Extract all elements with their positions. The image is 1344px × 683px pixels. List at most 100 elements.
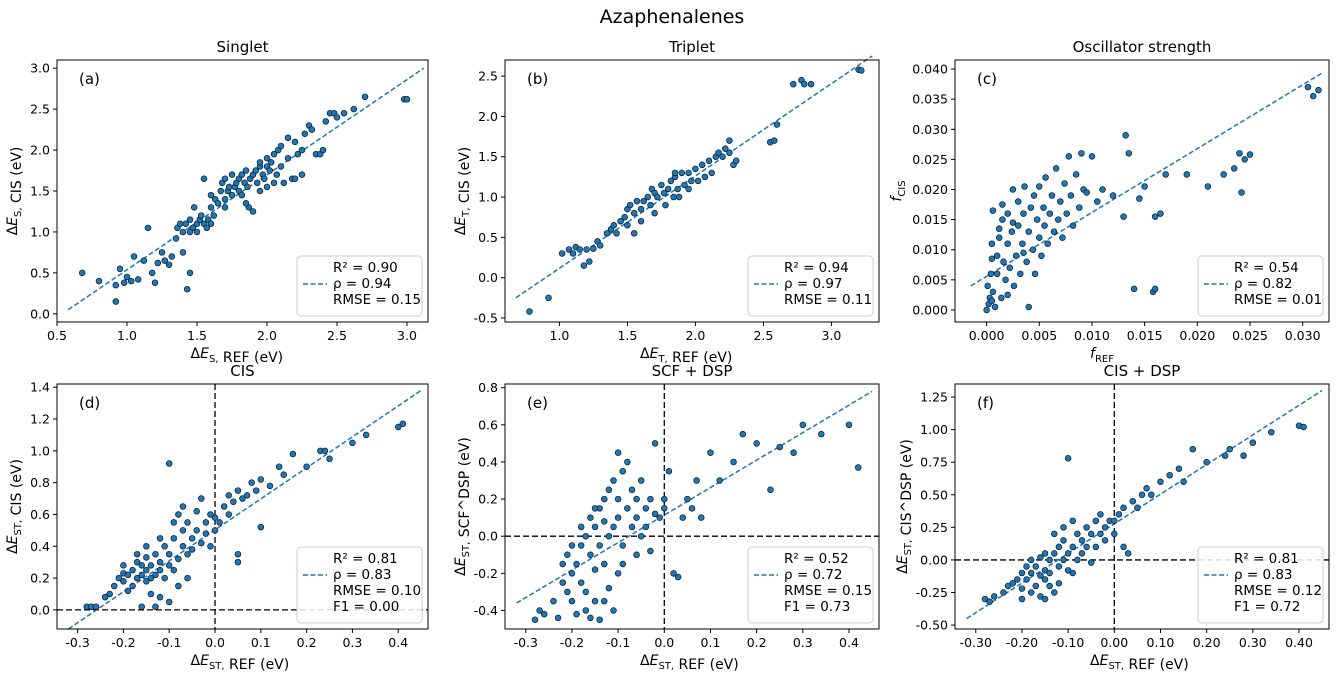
- data-point: [1120, 504, 1127, 512]
- data-point: [1046, 556, 1053, 564]
- data-point: [1136, 195, 1143, 202]
- data-point: [989, 207, 997, 214]
- data-point: [230, 498, 237, 505]
- legend-text: F1 = 0.00: [333, 599, 399, 615]
- data-point: [1166, 471, 1173, 479]
- data-point: [1032, 582, 1040, 590]
- data-point: [1097, 511, 1104, 518]
- data-point: [228, 191, 236, 199]
- data-point: [270, 150, 278, 158]
- x-tick-label: -0.1: [606, 635, 630, 650]
- data-point: [858, 67, 865, 74]
- data-point: [198, 539, 205, 547]
- data-point: [1101, 537, 1109, 544]
- data-point: [637, 205, 645, 213]
- data-point: [123, 273, 131, 281]
- data-point: [621, 213, 628, 221]
- data-point: [633, 197, 641, 205]
- y-tick-label: 2.5: [30, 102, 50, 117]
- data-point: [161, 543, 168, 550]
- data-point: [175, 511, 182, 518]
- data-point: [1041, 595, 1049, 603]
- data-point: [263, 183, 271, 191]
- data-point: [138, 562, 145, 569]
- x-tick-label: 0.010: [1074, 328, 1110, 343]
- legend-text: R² = 0.90: [333, 260, 398, 276]
- data-point: [619, 467, 626, 475]
- y-tick-label: 0.025: [912, 152, 948, 167]
- data-point: [1134, 504, 1141, 512]
- x-tick-label: 0.3: [342, 635, 362, 650]
- data-point: [1180, 478, 1187, 485]
- data-point: [1124, 550, 1132, 557]
- data-point: [220, 503, 228, 510]
- data-point: [140, 257, 148, 264]
- data-point: [1122, 132, 1129, 139]
- x-tick-label: -0.30: [960, 635, 992, 650]
- data-point: [591, 523, 599, 531]
- y-tick-label: 0.000: [912, 302, 948, 317]
- data-point: [112, 281, 120, 289]
- data-point: [1074, 556, 1081, 564]
- y-tick-label: 1.00: [920, 422, 948, 437]
- data-point: [679, 514, 687, 521]
- data-point: [642, 505, 650, 512]
- data-point: [256, 187, 264, 195]
- data-point: [161, 574, 168, 582]
- data-point: [619, 560, 626, 568]
- data-point: [1031, 270, 1039, 278]
- x-tick-label: 1.5: [187, 328, 207, 343]
- data-point: [596, 542, 603, 549]
- data-point: [151, 279, 159, 286]
- panel-label: (d): [79, 394, 100, 412]
- data-point: [624, 458, 631, 466]
- legend-box: [296, 546, 423, 624]
- data-point: [628, 523, 636, 531]
- chart-a: Singlet 0.5 1.0 1.5 2.0 2.5 3.0 0.0 0.5 1.0 1.5 2.0…: [5, 38, 429, 366]
- data-point: [277, 142, 285, 150]
- chart-title: Oscillator strength: [1073, 38, 1212, 56]
- y-tick-label: 1.5: [478, 149, 498, 164]
- data-point: [637, 532, 645, 540]
- data-point: [647, 495, 654, 503]
- data-point: [1078, 537, 1086, 544]
- data-point: [637, 477, 645, 484]
- legend-text: ρ = 0.83: [333, 567, 392, 583]
- legend-text: RMSE = 0.15: [333, 292, 421, 308]
- y-tick-label: 2.0: [478, 109, 498, 124]
- data-point: [124, 571, 132, 579]
- y-tick-label: 0.2: [30, 571, 50, 586]
- y-tick-label: -0.4: [474, 603, 498, 618]
- data-point: [681, 181, 688, 189]
- data-point: [111, 582, 118, 590]
- data-point: [633, 551, 640, 559]
- data-point: [601, 518, 608, 525]
- data-point: [647, 547, 654, 555]
- y-tick-label: -0.50: [916, 618, 948, 633]
- x-tick-label: -0.1: [157, 635, 181, 650]
- data-point: [301, 130, 309, 137]
- y-tick-label: 3.0: [30, 61, 50, 76]
- data-point: [244, 183, 251, 191]
- x-tick-label: 2.0: [685, 328, 705, 343]
- data-point: [243, 492, 251, 499]
- data-point: [1129, 498, 1137, 505]
- data-point: [587, 614, 594, 622]
- chart-title: SCF + DSP: [652, 362, 733, 380]
- data-point: [1087, 559, 1095, 566]
- y-tick-label: 1.25: [920, 390, 948, 405]
- data-point: [1220, 171, 1227, 178]
- data-point: [225, 492, 233, 499]
- data-point: [188, 546, 196, 553]
- x-axis-label: ΔES, REF (eV): [191, 346, 284, 366]
- legend-text: RMSE = 0.10: [333, 583, 421, 599]
- data-point: [1189, 445, 1197, 453]
- data-point: [1109, 192, 1117, 199]
- data-point: [225, 511, 233, 518]
- x-tick-label: 0.030: [1285, 328, 1321, 343]
- data-point: [790, 449, 797, 456]
- data-point: [172, 235, 180, 242]
- data-point: [667, 177, 675, 185]
- data-point: [1238, 189, 1245, 196]
- data-point: [688, 177, 695, 185]
